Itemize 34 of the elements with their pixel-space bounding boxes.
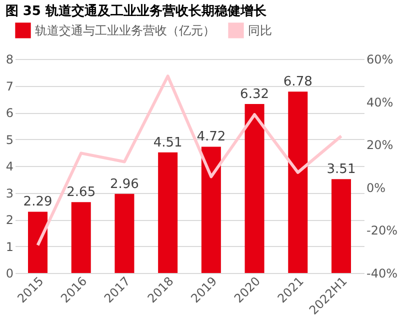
bar xyxy=(71,202,91,273)
legend-label: 轨道交通与工业业务营收（亿元） xyxy=(35,23,215,38)
y-tick-label: 7 xyxy=(6,79,14,94)
y-tick-label: 8 xyxy=(6,52,14,66)
legend-label: 同比 xyxy=(248,23,272,38)
bar xyxy=(244,104,264,273)
y2-tick-label: 60% xyxy=(366,52,394,66)
y-tick-label: 2 xyxy=(6,213,14,227)
bar xyxy=(331,179,351,273)
data-label: 6.78 xyxy=(283,74,312,90)
data-label: 3.51 xyxy=(326,162,356,178)
data-label: 2.29 xyxy=(23,194,52,210)
y2-tick-label: 20% xyxy=(366,138,394,152)
data-label: 4.72 xyxy=(196,130,226,145)
y2-tick-label: 0% xyxy=(366,180,386,195)
y-tick-label: 4 xyxy=(6,160,14,174)
y-tick-label: 5 xyxy=(6,132,14,147)
y2-tick-label: -40% xyxy=(366,266,398,280)
bar xyxy=(114,194,134,273)
y2-tick-label: 40% xyxy=(366,95,394,110)
y2-tick-label: -20% xyxy=(366,224,398,238)
data-label: 4.51 xyxy=(153,135,182,150)
bar xyxy=(288,92,308,273)
y-tick-label: 3 xyxy=(6,186,14,200)
y-tick-label: 1 xyxy=(6,240,14,254)
bar xyxy=(28,212,48,273)
y-tick-label: 0 xyxy=(6,266,14,280)
data-label: 6.32 xyxy=(240,86,270,102)
data-label: 2.96 xyxy=(110,176,139,192)
bar xyxy=(201,146,221,273)
data-label: 2.65 xyxy=(66,185,96,200)
bar xyxy=(158,152,178,273)
chart-title: 图 35 轨道交通及工业业务营收长期稳健增长 xyxy=(5,3,268,19)
y-tick-label: 6 xyxy=(6,106,14,120)
